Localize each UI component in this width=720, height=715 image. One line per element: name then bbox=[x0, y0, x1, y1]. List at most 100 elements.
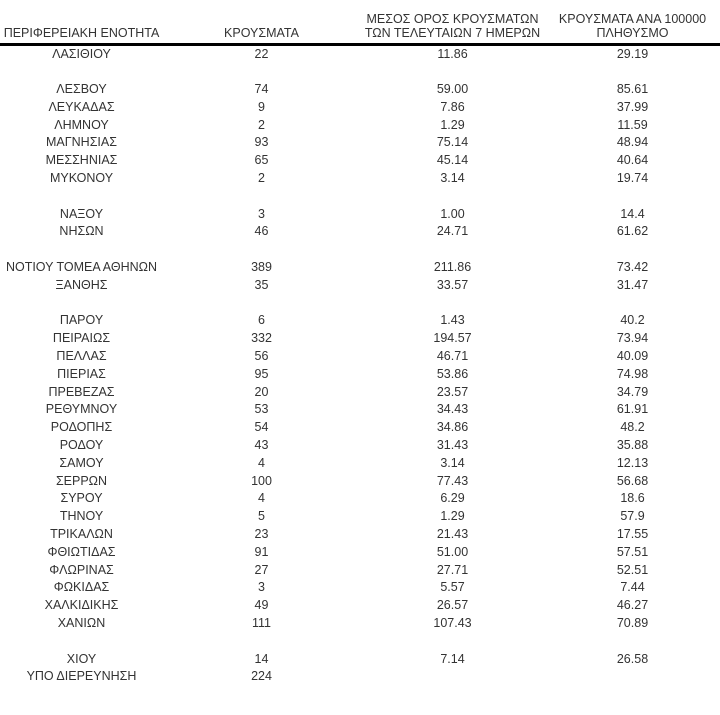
column-header-cases: ΚΡΟΥΣΜΑΤΑ bbox=[163, 0, 360, 46]
table-row: ΦΩΚΙΔΑΣ 3 5.57 7.44 bbox=[0, 579, 720, 597]
region-cell: ΦΘΙΩΤΙΔΑΣ bbox=[47, 544, 116, 559]
per100k-cell: 14.4 bbox=[620, 206, 645, 221]
cases-cell: 5 bbox=[258, 509, 265, 524]
avg7-cell: 194.57 bbox=[433, 331, 472, 346]
column-header-per100k: ΚΡΟΥΣΜΑΤΑ ΑΝΑ 100000 ΠΛΗΘΥΣΜΟ bbox=[545, 0, 720, 46]
table-row: ΝΑΞΟΥ 3 1.00 14.4 bbox=[0, 206, 720, 224]
avg7-cell: 53.86 bbox=[436, 366, 469, 381]
cases-cell: 49 bbox=[254, 598, 269, 613]
per100k-cell: 85.61 bbox=[616, 82, 649, 97]
table-header: ΠΕΡΙΦΕΡΕΙΑΚΗ ΕΝΟΤΗΤΑ ΚΡΟΥΣΜΑΤΑ ΜΕΣΟΣ ΟΡΟ… bbox=[0, 0, 720, 46]
cases-cell bbox=[163, 633, 360, 651]
cases-cell: 332 bbox=[251, 331, 272, 346]
avg7-cell: 1.29 bbox=[440, 509, 465, 524]
avg7-cell bbox=[360, 633, 545, 651]
table-row: ΧΑΛΚΙΔΙΚΗΣ 49 26.57 46.27 bbox=[0, 597, 720, 615]
region-cell: ΡΟΔΟΠΗΣ bbox=[50, 420, 113, 435]
region-cell: ΣΕΡΡΩΝ bbox=[55, 473, 108, 488]
region-cell: ΜΥΚΟΝΟΥ bbox=[49, 171, 114, 186]
column-header-region: ΠΕΡΙΦΕΡΕΙΑΚΗ ΕΝΟΤΗΤΑ bbox=[0, 0, 163, 46]
cases-cell: 27 bbox=[254, 562, 269, 577]
table-row: ΣΑΜΟΥ 4 3.14 12.13 bbox=[0, 455, 720, 473]
avg7-cell: 23.57 bbox=[436, 384, 469, 399]
region-cell: ΣΑΜΟΥ bbox=[59, 455, 104, 470]
region-cell bbox=[0, 295, 163, 313]
per100k-cell bbox=[545, 668, 720, 686]
per100k-cell bbox=[545, 241, 720, 259]
table-row: ΦΘΙΩΤΙΔΑΣ 91 51.00 57.51 bbox=[0, 544, 720, 562]
avg7-cell: 59.00 bbox=[436, 82, 469, 97]
per100k-cell: 73.94 bbox=[616, 331, 649, 346]
column-header-region-label: ΠΕΡΙΦΕΡΕΙΑΚΗ ΕΝΟΤΗΤΑ bbox=[3, 25, 160, 40]
region-cell: ΜΑΓΝΗΣΙΑΣ bbox=[46, 135, 117, 150]
avg7-cell: 51.00 bbox=[436, 544, 469, 559]
per100k-cell: 46.27 bbox=[616, 598, 649, 613]
per100k-cell bbox=[545, 63, 720, 81]
per100k-cell: 56.68 bbox=[616, 473, 649, 488]
per100k-cell: 70.89 bbox=[616, 616, 649, 630]
region-cell: ΡΟΔΟΥ bbox=[59, 438, 104, 453]
region-cell: ΦΩΚΙΔΑΣ bbox=[53, 580, 110, 595]
avg7-cell: 211.86 bbox=[433, 260, 472, 275]
per100k-cell: 48.2 bbox=[620, 420, 645, 435]
per100k-cell: 35.88 bbox=[616, 438, 649, 453]
region-cell: ΧΑΝΙΩΝ bbox=[57, 616, 106, 630]
region-cell bbox=[0, 241, 163, 259]
table-row: ΣΕΡΡΩΝ 100 77.43 56.68 bbox=[0, 473, 720, 491]
region-cell: ΤΗΝΟΥ bbox=[59, 509, 104, 524]
avg7-cell: 107.43 bbox=[433, 616, 472, 630]
avg7-cell: 3.14 bbox=[440, 171, 465, 186]
table-row: ΛΕΣΒΟΥ 74 59.00 85.61 bbox=[0, 81, 720, 99]
cases-cell: 56 bbox=[254, 349, 269, 364]
region-cell: ΝΑΞΟΥ bbox=[59, 206, 104, 221]
avg7-cell: 33.57 bbox=[436, 277, 469, 292]
table-row: ΤΡΙΚΑΛΩΝ 23 21.43 17.55 bbox=[0, 526, 720, 544]
cases-cell: 3 bbox=[258, 206, 265, 221]
avg7-cell: 3.14 bbox=[440, 455, 465, 470]
per100k-cell: 73.42 bbox=[616, 260, 649, 275]
table-row: ΧΑΝΙΩΝ 111 107.43 70.89 bbox=[0, 615, 720, 633]
avg7-cell: 24.71 bbox=[436, 224, 469, 239]
per100k-cell: 11.59 bbox=[617, 117, 648, 132]
per100k-cell: 18.6 bbox=[620, 491, 645, 506]
table-row: ΡΟΔΟΠΗΣ 54 34.86 48.2 bbox=[0, 419, 720, 437]
spacer-row bbox=[0, 295, 720, 313]
region-cell: ΤΡΙΚΑΛΩΝ bbox=[50, 527, 113, 542]
header-row: ΠΕΡΙΦΕΡΕΙΑΚΗ ΕΝΟΤΗΤΑ ΚΡΟΥΣΜΑΤΑ ΜΕΣΟΣ ΟΡΟ… bbox=[0, 0, 720, 46]
cases-cell: 53 bbox=[254, 402, 269, 417]
avg7-cell: 7.86 bbox=[440, 99, 465, 114]
per100k-cell: 17.55 bbox=[616, 527, 649, 542]
table-row: ΛΗΜΝΟΥ 2 1.29 11.59 bbox=[0, 117, 720, 135]
cases-cell: 100 bbox=[251, 473, 272, 488]
cases-cell: 224 bbox=[251, 669, 272, 684]
region-cell: ΝΟΤΙΟΥ ΤΟΜΕΑ ΑΘΗΝΩΝ bbox=[5, 260, 158, 275]
per100k-cell: 34.79 bbox=[616, 384, 649, 399]
table-row: ΜΕΣΣΗΝΙΑΣ 65 45.14 40.64 bbox=[0, 152, 720, 170]
region-cell: ΜΕΣΣΗΝΙΑΣ bbox=[45, 153, 118, 168]
table-row: ΜΥΚΟΝΟΥ 2 3.14 19.74 bbox=[0, 170, 720, 188]
region-cell: ΠΕΛΛΑΣ bbox=[56, 349, 107, 364]
table-row: ΝΟΤΙΟΥ ΤΟΜΕΑ ΑΘΗΝΩΝ 389 211.86 73.42 bbox=[0, 259, 720, 277]
region-cell: ΧΙΟΥ bbox=[66, 651, 97, 666]
avg7-cell: 1.00 bbox=[440, 206, 465, 221]
per100k-cell: 31.47 bbox=[616, 277, 649, 292]
cases-cell: 14 bbox=[254, 651, 269, 666]
per100k-cell: 57.9 bbox=[620, 509, 645, 524]
table-row: ΠΕΛΛΑΣ 56 46.71 40.09 bbox=[0, 348, 720, 366]
per100k-cell: 40.64 bbox=[616, 153, 649, 168]
region-cell: ΞΑΝΘΗΣ bbox=[55, 277, 108, 292]
avg7-cell bbox=[360, 668, 545, 686]
column-header-avg7-label-line2: ΤΩΝ ΤΕΛΕΥΤΑΙΩΝ 7 ΗΜΕΡΩΝ bbox=[364, 25, 541, 40]
table-row: ΣΥΡΟΥ 4 6.29 18.6 bbox=[0, 490, 720, 508]
region-cell: ΦΛΩΡΙΝΑΣ bbox=[49, 562, 114, 577]
column-header-per100k-label-line1: ΚΡΟΥΣΜΑΤΑ ΑΝΑ 100000 bbox=[558, 11, 707, 26]
cases-cell: 2 bbox=[258, 117, 265, 132]
per100k-cell: 12.13 bbox=[616, 455, 649, 470]
region-cell: ΛΕΣΒΟΥ bbox=[56, 82, 107, 97]
per100k-cell: 7.44 bbox=[620, 580, 645, 595]
avg7-cell: 26.57 bbox=[436, 598, 469, 613]
avg7-cell: 21.43 bbox=[436, 527, 469, 542]
cases-table: ΠΕΡΙΦΕΡΕΙΑΚΗ ΕΝΟΤΗΤΑ ΚΡΟΥΣΜΑΤΑ ΜΕΣΟΣ ΟΡΟ… bbox=[0, 0, 720, 686]
avg7-cell bbox=[360, 188, 545, 206]
